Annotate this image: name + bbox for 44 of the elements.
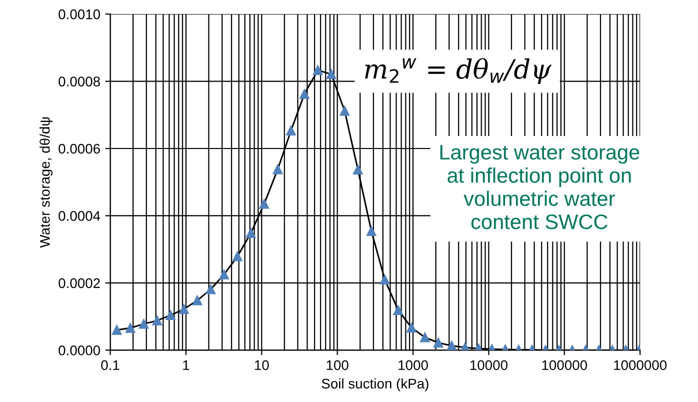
y-axis-title: Water storage, dθ/dψ (40, 117, 53, 248)
point (380, 274, 390, 284)
point (259, 199, 270, 209)
y-tick-label: 0.0004 (58, 211, 100, 221)
point (312, 65, 323, 76)
x-tick-label: 10 (254, 360, 269, 370)
point (192, 296, 202, 306)
point (433, 338, 444, 348)
point (406, 322, 416, 332)
y-tick-label: 0.0010 (58, 9, 100, 20)
point (125, 323, 136, 333)
y-tick-label: 0.0000 (58, 345, 100, 356)
point (112, 325, 122, 335)
y-tick-label: 0.0006 (58, 144, 100, 154)
x-tick-label: 1000 (398, 360, 428, 370)
annotation: m$_{2}$$^{w}$ = dθ$_{w}$/dψ (365, 58, 552, 84)
point (326, 69, 336, 80)
x-tick-label: 1 (183, 360, 190, 370)
point (206, 284, 216, 294)
point (232, 252, 242, 262)
point (246, 228, 256, 238)
point (138, 319, 149, 329)
x-tick-label: 100000 (542, 360, 588, 370)
y-tick-label: 0.0002 (58, 278, 100, 288)
point (286, 126, 296, 136)
point (272, 164, 283, 174)
x-tick-label: 100 (326, 360, 348, 370)
point (219, 270, 229, 280)
annotation: Largest water storage at inflection point on volumetric water content SWCC (440, 145, 640, 230)
point (393, 305, 404, 316)
point (300, 89, 310, 99)
y-tick-label: 0.0008 (58, 76, 100, 86)
x-axis-title: Soil suction (kPa) (322, 378, 428, 392)
point (152, 316, 162, 326)
point (446, 340, 457, 350)
point (166, 310, 176, 320)
point (179, 304, 189, 314)
x-tick-label: 10000 (470, 360, 508, 370)
x-tick-label: 0.1 (101, 360, 120, 370)
x-tick-label: 1000000 (614, 360, 667, 370)
point (353, 164, 363, 175)
point (340, 106, 350, 116)
point (420, 332, 430, 342)
point (366, 226, 376, 236)
